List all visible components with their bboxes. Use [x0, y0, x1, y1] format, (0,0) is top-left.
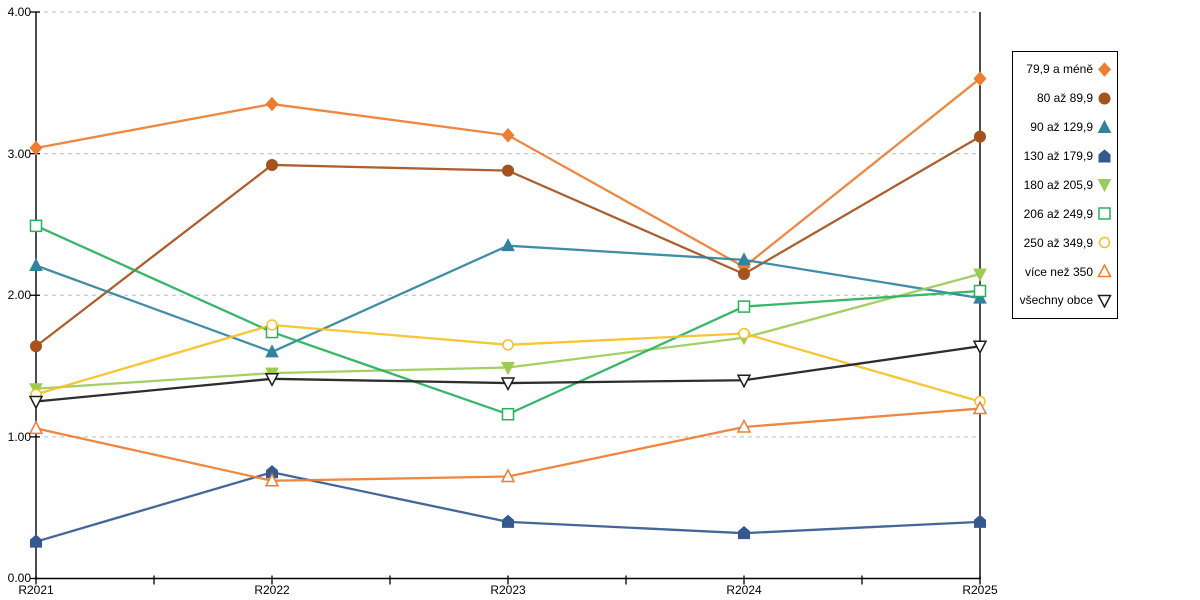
- y-axis-tick-label: 4.00: [7, 5, 31, 19]
- legend-item-label: více než 350: [1024, 264, 1093, 279]
- legend-item: 79,9 a méně: [1015, 62, 1112, 77]
- legend-marker-icon: [1097, 91, 1112, 106]
- legend-item-label: 130 až 179,9: [1023, 149, 1093, 164]
- legend-item-label: 180 až 205,9: [1023, 177, 1093, 192]
- y-axis-tick-label: 2.00: [7, 288, 31, 302]
- x-axis-tick-label: R2024: [726, 583, 762, 597]
- legend-marker-icon: [1097, 206, 1112, 221]
- x-axis-tick-label: R2021: [18, 583, 54, 597]
- y-axis-tick-label: 0.00: [7, 571, 31, 585]
- legend-item-label: 206 až 249,9: [1023, 206, 1093, 221]
- legend-marker-icon: [1097, 235, 1112, 250]
- legend-marker-icon: [1097, 177, 1112, 193]
- x-axis-tick-label: R2025: [962, 583, 998, 597]
- legend-marker-icon: [1097, 293, 1112, 308]
- legend-item: 130 až 179,9: [1015, 148, 1112, 164]
- legend-item: 90 až 129,9: [1015, 119, 1112, 135]
- legend-item-label: 90 až 129,9: [1030, 120, 1093, 135]
- legend-item: více než 350: [1015, 264, 1112, 279]
- legend-marker-icon: [1097, 119, 1112, 135]
- y-axis-tick-label: 3.00: [7, 147, 31, 161]
- legend-item-label: 250 až 349,9: [1023, 235, 1093, 250]
- legend-item: všechny obce: [1015, 293, 1112, 308]
- legend-marker-icon: [1097, 148, 1112, 164]
- legend-marker-icon: [1097, 264, 1112, 279]
- legend-item-label: 80 až 89,9: [1036, 91, 1093, 106]
- legend: 79,9 a méně 80 až 89,9 90 až 129,9 130 a…: [1012, 51, 1118, 319]
- legend-item: 206 až 249,9: [1015, 206, 1112, 221]
- x-axis-tick-label: R2022: [254, 583, 290, 597]
- legend-item: 80 až 89,9: [1015, 91, 1112, 106]
- legend-item: 250 až 349,9: [1015, 235, 1112, 250]
- x-axis-tick-label: R2023: [490, 583, 526, 597]
- legend-item-label: 79,9 a méně: [1026, 62, 1093, 77]
- legend-marker-icon: [1097, 62, 1112, 77]
- y-axis-tick-label: 1.00: [7, 430, 31, 444]
- legend-item-label: všechny obce: [1019, 293, 1093, 308]
- legend-item: 180 až 205,9: [1015, 177, 1112, 193]
